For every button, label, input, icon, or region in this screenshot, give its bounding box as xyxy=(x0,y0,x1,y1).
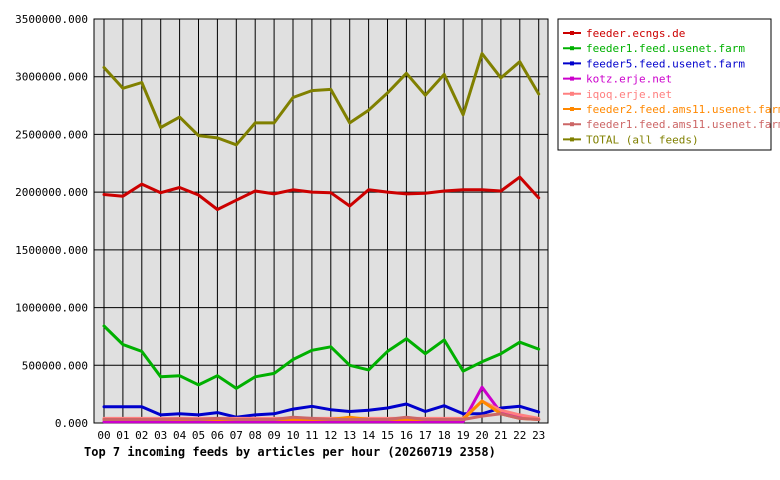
x-tick-label: 04 xyxy=(173,429,187,442)
x-tick-label: 21 xyxy=(494,429,507,442)
x-tick-label: 12 xyxy=(324,429,337,442)
x-axis-tick-labels: 00 01 02 03 04 05 06 07 08 09 10 11 12 13 14 15 16 17 18 19… xyxy=(97,429,545,442)
series-line xyxy=(102,412,541,421)
y-tick-label: 3500000.000 xyxy=(15,13,88,26)
y-axis-tick-labels: 0.000 500000.000 1000000.000 1500000.000 200… xyxy=(15,13,88,430)
legend-entry: iqoq.erje.net xyxy=(586,88,672,101)
y-tick-label: 3000000.000 xyxy=(15,71,88,84)
y-tick-label: 1500000.000 xyxy=(15,244,88,257)
legend-entry: feeder2.feed.ams11.usenet.farm xyxy=(586,103,780,116)
x-tick-label: 10 xyxy=(286,429,299,442)
legend-marker xyxy=(570,46,574,51)
series-line xyxy=(102,324,541,390)
legend-marker xyxy=(570,137,574,142)
x-tick-label: 20 xyxy=(475,429,488,442)
legend-entry: feeder.ecngs.de xyxy=(586,27,685,40)
x-tick-label: 05 xyxy=(192,429,205,442)
x-tick-label: 14 xyxy=(362,429,376,442)
x-tick-label: 03 xyxy=(154,429,167,442)
chart-title: Top 7 incoming feeds by articles per hou… xyxy=(84,445,496,459)
legend-entry: kotz.erje.net xyxy=(586,73,672,86)
x-tick-label: 22 xyxy=(513,429,526,442)
y-tick-label: 0.000 xyxy=(55,417,88,430)
y-tick-label: 500000.000 xyxy=(22,359,88,372)
x-tick-label: 01 xyxy=(116,429,129,442)
x-tick-label: 19 xyxy=(456,429,469,442)
legend-entry: feeder5.feed.usenet.farm xyxy=(586,57,745,70)
x-tick-label: 16 xyxy=(400,429,413,442)
x-tick-label: 02 xyxy=(135,429,148,442)
series-lines xyxy=(102,52,541,424)
x-tick-label: 06 xyxy=(211,429,224,442)
x-tick-label: 00 xyxy=(97,429,110,442)
legend-marker xyxy=(570,31,574,35)
x-tick-label: 09 xyxy=(267,429,280,442)
y-tick-label: 2000000.000 xyxy=(15,186,88,199)
y-tick-label: 2500000.000 xyxy=(15,128,88,141)
legend-marker xyxy=(570,91,574,96)
y-tick-label: 1000000.000 xyxy=(15,302,88,315)
x-tick-label: 23 xyxy=(532,429,545,442)
x-tick-label: 15 xyxy=(381,429,394,442)
legend-marker xyxy=(570,76,574,81)
legend-box xyxy=(557,18,772,151)
x-tick-label: 11 xyxy=(305,429,318,442)
x-tick-label: 13 xyxy=(343,429,356,442)
series-line xyxy=(102,52,541,147)
legend: feeder.ecngs.de feeder1.feed.usenet.farm f… xyxy=(557,18,780,151)
legend-entry: feeder1.feed.usenet.farm xyxy=(586,42,745,55)
x-tick-label: 07 xyxy=(230,429,243,442)
x-tick-label: 17 xyxy=(419,429,432,442)
legend-marker xyxy=(570,107,574,111)
series-line xyxy=(102,175,541,211)
legend-marker xyxy=(570,122,574,127)
x-tick-label: 18 xyxy=(438,429,451,442)
x-tick-label: 08 xyxy=(249,429,262,442)
legend-marker xyxy=(570,61,574,66)
legend-entry: TOTAL (all feeds) xyxy=(586,133,699,146)
legend-entry: feeder1.feed.ams11.usenet.farm xyxy=(586,118,780,131)
